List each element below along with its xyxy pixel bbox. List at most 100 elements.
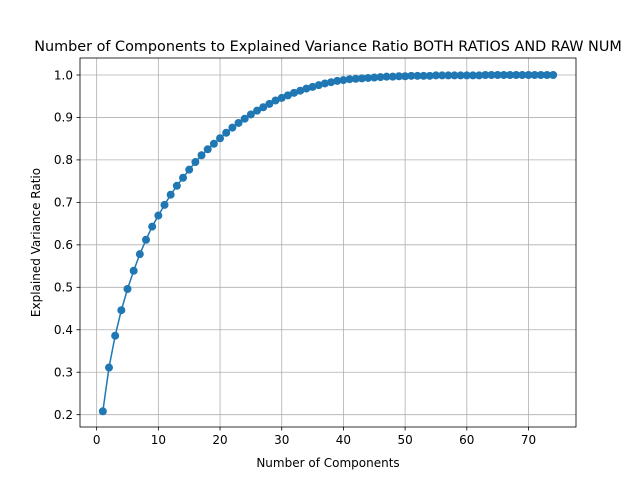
data-point xyxy=(345,75,354,84)
data-point xyxy=(191,158,200,167)
data-point xyxy=(142,235,151,244)
data-point xyxy=(172,181,181,190)
data-point xyxy=(536,70,545,79)
data-point xyxy=(530,70,539,79)
data-point xyxy=(148,222,157,231)
data-point xyxy=(505,70,514,79)
x-tick-label: 60 xyxy=(459,433,474,447)
data-point xyxy=(216,134,225,143)
data-point xyxy=(543,70,552,79)
data-point xyxy=(549,70,558,79)
data-point xyxy=(246,110,255,119)
data-point xyxy=(308,82,317,91)
data-point xyxy=(431,71,440,80)
data-point xyxy=(487,70,496,79)
data-series xyxy=(98,70,558,416)
data-point xyxy=(333,76,342,85)
data-point xyxy=(450,71,459,80)
data-point xyxy=(462,71,471,80)
data-point xyxy=(499,70,508,79)
data-point xyxy=(240,114,249,123)
data-point xyxy=(438,71,447,80)
data-point xyxy=(117,306,126,315)
data-point xyxy=(364,73,373,82)
data-point xyxy=(123,284,132,293)
data-point xyxy=(314,81,323,90)
data-point xyxy=(296,86,305,95)
data-point xyxy=(253,106,262,115)
data-point xyxy=(277,93,286,102)
data-point xyxy=(98,407,107,416)
data-point xyxy=(407,71,416,80)
data-point xyxy=(179,173,188,182)
y-tick-label: 0.6 xyxy=(54,238,73,252)
y-tick-label: 0.3 xyxy=(54,366,73,380)
y-axis-label: Explained Variance Ratio xyxy=(29,168,43,317)
data-point xyxy=(320,79,329,88)
data-point xyxy=(370,73,379,82)
grid xyxy=(80,58,576,427)
data-point xyxy=(129,266,138,275)
x-tick-label: 70 xyxy=(521,433,536,447)
data-point xyxy=(203,145,212,154)
data-point xyxy=(135,250,144,259)
data-point xyxy=(401,72,410,81)
x-axis-ticks: 0 10 20 30 40 50 60 70 xyxy=(93,427,536,447)
data-point xyxy=(111,331,120,340)
x-tick-label: 30 xyxy=(274,433,289,447)
data-point xyxy=(259,103,268,112)
data-point xyxy=(388,72,397,81)
data-point xyxy=(425,71,434,80)
y-tick-label: 0.7 xyxy=(54,196,73,210)
x-tick-label: 40 xyxy=(336,433,351,447)
y-axis-ticks: 0.2 0.3 0.4 0.5 0.6 0.7 0.8 0.9 1.0 xyxy=(54,68,80,422)
data-point xyxy=(468,71,477,80)
y-tick-label: 0.4 xyxy=(54,323,73,337)
y-tick-label: 1.0 xyxy=(54,68,73,82)
data-point xyxy=(481,70,490,79)
data-point xyxy=(160,200,169,209)
data-point xyxy=(512,70,521,79)
data-point xyxy=(444,71,453,80)
data-point xyxy=(376,73,385,82)
x-tick-label: 20 xyxy=(212,433,227,447)
data-point xyxy=(222,128,231,137)
x-tick-label: 0 xyxy=(93,433,101,447)
data-point xyxy=(271,96,280,105)
data-point xyxy=(456,71,465,80)
data-point xyxy=(351,74,360,83)
data-point xyxy=(197,151,206,160)
data-point xyxy=(290,88,299,97)
data-point xyxy=(493,70,502,79)
x-tick-label: 10 xyxy=(151,433,166,447)
data-point xyxy=(185,165,194,174)
data-point xyxy=(154,211,163,220)
y-tick-label: 0.5 xyxy=(54,281,73,295)
y-tick-label: 0.9 xyxy=(54,111,73,125)
chart-title: Number of Components to Explained Varian… xyxy=(34,39,622,55)
x-axis-label: Number of Components xyxy=(256,456,399,470)
data-point xyxy=(382,72,391,81)
data-point xyxy=(302,84,311,93)
data-point xyxy=(394,72,403,81)
data-point xyxy=(166,190,175,199)
data-point xyxy=(339,76,348,85)
data-point xyxy=(413,71,422,80)
plot-frame xyxy=(79,57,577,428)
data-point xyxy=(104,363,113,372)
data-point xyxy=(357,74,366,83)
data-point xyxy=(419,71,428,80)
data-point xyxy=(327,78,336,87)
data-point xyxy=(209,139,218,148)
data-point xyxy=(234,118,243,127)
y-tick-label: 0.2 xyxy=(54,408,73,422)
data-point xyxy=(283,91,292,100)
y-tick-label: 0.8 xyxy=(54,153,73,167)
data-point xyxy=(524,70,533,79)
data-point xyxy=(265,99,274,108)
data-point xyxy=(475,71,484,80)
x-tick-label: 50 xyxy=(397,433,412,447)
data-point xyxy=(228,123,237,132)
